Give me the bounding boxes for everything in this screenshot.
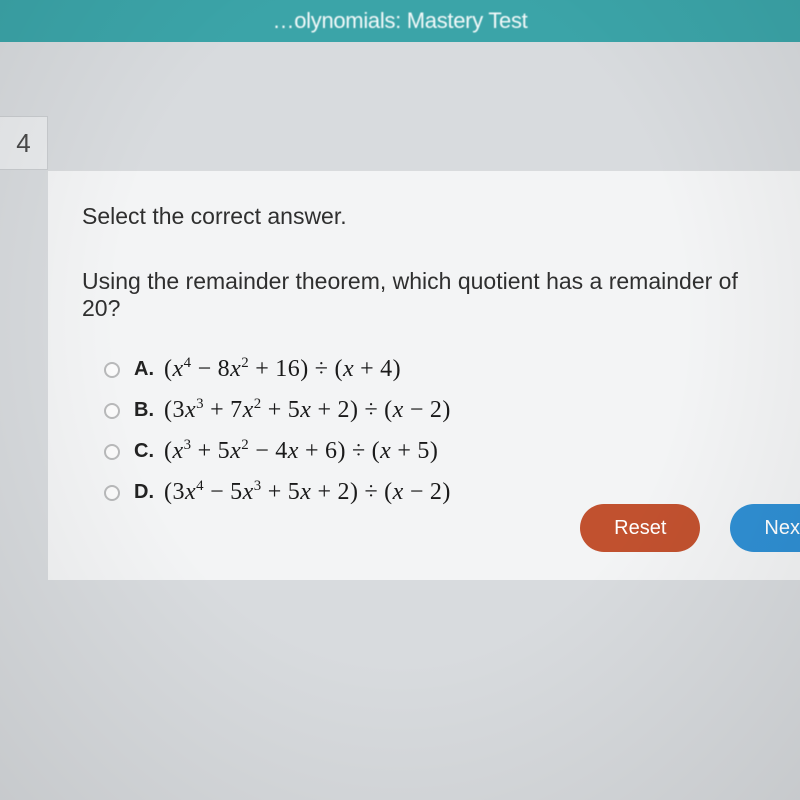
choice-expression: (x4−8x2+16)÷(x+4): [164, 356, 401, 383]
choice-expression: (x3+5x2−4x+6)÷(x+5): [164, 438, 438, 465]
question-number-badge: 4: [0, 116, 48, 170]
choice-letter: C.: [134, 440, 164, 463]
question-number: 4: [16, 128, 30, 159]
prompt-instruction: Select the correct answer.: [82, 203, 766, 230]
choice-letter: B.: [134, 399, 164, 422]
prompt-question: Using the remainder theorem, which quoti…: [82, 268, 766, 322]
choice-d[interactable]: D. (3x4−5x3+5x+2)÷(x−2): [104, 479, 766, 506]
question-card: Select the correct answer. Using the rem…: [48, 170, 800, 580]
choice-expression: (3x4−5x3+5x+2)÷(x−2): [164, 479, 451, 506]
radio-icon[interactable]: [104, 444, 120, 460]
radio-icon[interactable]: [104, 485, 120, 501]
choice-b[interactable]: B. (3x3+7x2+5x+2)÷(x−2): [104, 397, 766, 424]
next-button[interactable]: Nex: [730, 504, 800, 552]
answer-choices: A. (x4−8x2+16)÷(x+4) B. (3x3+7x2+5x+2)÷(…: [104, 356, 766, 506]
header-title: …olynomials: Mastery Test: [273, 8, 528, 34]
radio-icon[interactable]: [104, 403, 120, 419]
choice-expression: (3x3+7x2+5x+2)÷(x−2): [164, 397, 451, 424]
reset-button[interactable]: Reset: [580, 504, 700, 552]
radio-icon[interactable]: [104, 362, 120, 378]
choice-c[interactable]: C. (x3+5x2−4x+6)÷(x+5): [104, 438, 766, 465]
choice-letter: A.: [134, 358, 164, 381]
choice-letter: D.: [134, 481, 164, 504]
choice-a[interactable]: A. (x4−8x2+16)÷(x+4): [104, 356, 766, 383]
header-bar: …olynomials: Mastery Test: [0, 0, 800, 42]
button-row: Reset Nex: [580, 504, 800, 552]
